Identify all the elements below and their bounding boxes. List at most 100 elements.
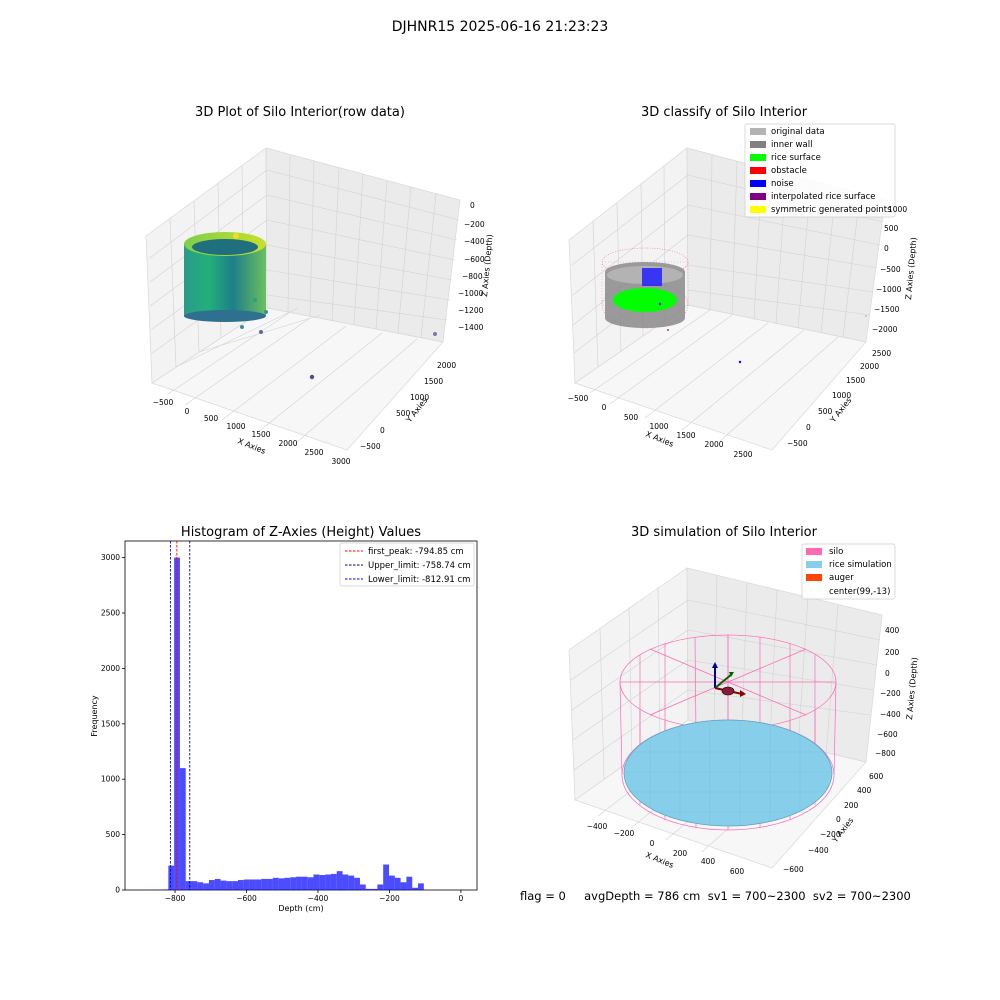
legend-swatch-rice-surface	[750, 154, 766, 161]
histogram-bar	[203, 883, 209, 890]
histogram-bar	[365, 888, 372, 890]
histogram-bars	[139, 557, 424, 890]
histogram-x-tick-label: −600	[236, 894, 257, 903]
svg-text:0: 0	[470, 201, 475, 210]
histogram-vlines	[169, 541, 191, 890]
histogram-bar	[406, 876, 413, 890]
histogram-bar	[313, 874, 320, 890]
svg-text:−500: −500	[880, 265, 901, 274]
svg-text:0: 0	[806, 423, 811, 432]
svg-text:200: 200	[673, 849, 688, 858]
raw-scatter-extras	[233, 233, 437, 380]
svg-text:−2000: −2000	[872, 325, 898, 334]
histogram-x-ticks: −800 −600 −400 −200 0	[165, 890, 464, 903]
histogram-bar	[278, 878, 285, 890]
histogram-y-tick-label: 1500	[101, 719, 120, 728]
histogram-y-tick-label: 0	[115, 886, 120, 895]
raw-y-ticks: −500 0 500 1000 1500 2000	[360, 361, 456, 451]
footer-status: flag = 0 avgDepth = 786 cm sv1 = 700~230…	[520, 889, 911, 903]
simulation-z-ticks: 400 200 0 −200 −400 −600 −800	[875, 626, 901, 758]
histogram-bar	[249, 879, 256, 890]
histogram-bar	[301, 876, 308, 890]
legend-label-symmetric: symmetric generated points	[771, 205, 892, 215]
svg-text:2000: 2000	[278, 439, 297, 448]
simulation-x-ticks: −400 −200 0 200 400 600	[587, 822, 745, 876]
svg-text:0: 0	[885, 669, 890, 678]
classify-y-ticks: −500 0 500 1000 1500 2000 2500	[787, 349, 891, 448]
histogram-bar	[330, 873, 337, 890]
svg-text:1000: 1000	[226, 422, 245, 431]
histogram-bar	[307, 877, 314, 890]
histogram-bar	[226, 881, 233, 890]
legend-swatch-interpolated	[750, 193, 766, 200]
svg-text:500: 500	[818, 407, 833, 416]
legend-label-original-data: original data	[771, 127, 825, 137]
svg-text:−1400: −1400	[458, 323, 484, 332]
classify-noise-points	[642, 268, 867, 364]
svg-text:400: 400	[701, 857, 716, 866]
svg-text:−600: −600	[877, 730, 898, 739]
svg-text:−400: −400	[464, 237, 485, 246]
raw-x-label: X Axies	[236, 437, 267, 456]
histogram-bar	[389, 875, 395, 890]
svg-text:2000: 2000	[437, 361, 456, 370]
legend-label-silo: silo	[829, 547, 843, 557]
panel-simulation-3d: 3D simulation of Silo Interior	[568, 525, 919, 876]
legend-swatch-symmetric	[750, 206, 766, 213]
legend-label-inner-wall: inner wall	[771, 140, 812, 150]
histogram-bar	[359, 884, 366, 890]
classify-z-ticks: 1000 500 0 −500 −1000 −1500 −2000	[872, 205, 907, 334]
legend-swatch-original-data	[750, 128, 766, 135]
svg-text:0: 0	[650, 839, 655, 848]
histogram-bar	[162, 889, 169, 890]
histogram-bar	[290, 877, 297, 890]
svg-text:1500: 1500	[424, 377, 443, 386]
histogram-bar	[418, 883, 424, 890]
svg-text:500: 500	[204, 414, 219, 423]
histogram-bar	[214, 878, 221, 890]
histogram-bar	[232, 881, 239, 890]
svg-text:−200: −200	[820, 830, 841, 839]
legend-label-first-peak: first_peak: -794.85 cm	[368, 547, 464, 557]
legend-swatch-auger	[806, 574, 822, 581]
svg-text:2500: 2500	[872, 349, 891, 358]
svg-text:−600: −600	[464, 255, 485, 264]
raw-z-ticks: 0 −200 −400 −600 −800 −1000 −1200 −1400	[458, 201, 485, 332]
simulation-rice-mesh	[626, 722, 830, 826]
simulation-plot-title: 3D simulation of Silo Interior	[631, 525, 818, 540]
raw-cylinder-inner	[192, 239, 258, 255]
simulation-silo-wireframe	[619, 634, 837, 831]
classify-rice-surface	[613, 288, 677, 312]
histogram-y-tick-label: 2500	[101, 609, 120, 618]
histogram-bar	[371, 888, 378, 890]
classify-plot-title: 3D classify of Silo Interior	[641, 105, 808, 120]
svg-text:1000: 1000	[832, 391, 851, 400]
svg-text:400: 400	[857, 786, 872, 795]
svg-text:1500: 1500	[846, 376, 865, 385]
histogram-bar	[319, 875, 326, 890]
histogram-bar	[179, 768, 186, 890]
histogram-x-tick-label: −800	[165, 894, 186, 903]
classify-grid	[571, 154, 884, 442]
histogram-bar	[296, 876, 302, 890]
legend-label-rice-surface: rice surface	[771, 153, 821, 163]
panel-histogram: Histogram of Z-Axies (Height) Values −80…	[90, 525, 478, 913]
histogram-bar	[174, 557, 180, 890]
panel-raw-3d: 3D Plot of Silo Interior(row data)	[145, 105, 494, 466]
histogram-bar	[342, 874, 349, 890]
svg-text:−1500: −1500	[874, 305, 900, 314]
classify-z-label: Z Axies (Depth)	[904, 237, 918, 300]
svg-text:0: 0	[185, 407, 190, 416]
histogram-bar	[400, 882, 407, 890]
raw-plot-title: 3D Plot of Silo Interior(row data)	[195, 105, 405, 120]
histogram-bar	[354, 877, 360, 890]
classify-floor-pane	[574, 304, 867, 451]
histogram-x-tick-label: 0	[459, 894, 464, 903]
svg-text:2000: 2000	[704, 440, 723, 449]
svg-text:600: 600	[869, 772, 884, 781]
histogram-bar	[208, 880, 215, 890]
svg-text:0: 0	[884, 244, 889, 253]
svg-text:1000: 1000	[649, 422, 668, 431]
legend-swatch-rice-simulation	[806, 561, 822, 568]
svg-text:−500: −500	[153, 398, 174, 407]
